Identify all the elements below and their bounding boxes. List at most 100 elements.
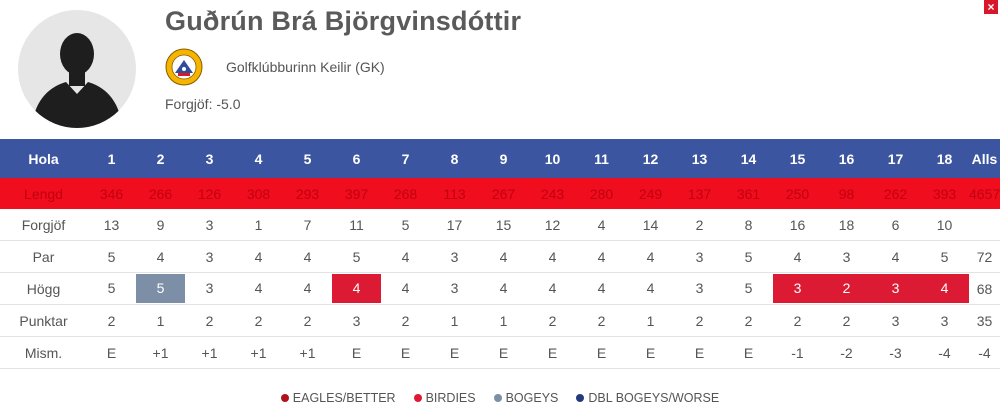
score-value: 2 — [822, 274, 871, 303]
score-cell-hole-4: 4 — [234, 272, 283, 305]
row-label: Mism. — [0, 336, 87, 369]
punktar-cell-hole-6: 3 — [332, 304, 381, 337]
lengd-cell-hole-13: 137 — [675, 178, 724, 209]
hogg-total: 68 — [969, 272, 1000, 305]
par-cell-hole-13: 3 — [675, 240, 724, 273]
legend-item: BOGEYS — [493, 391, 559, 405]
legend-label: BIRDIES — [425, 391, 476, 405]
score-cell-hole-8: 3 — [430, 272, 479, 305]
hole-number-13: 13 — [675, 139, 724, 178]
forgjof-cell-hole-12: 14 — [626, 209, 675, 241]
lengd-cell-hole-16: 98 — [822, 178, 871, 209]
row-label: Forgjöf — [0, 209, 87, 241]
mism-cell-hole-12: E — [626, 336, 675, 369]
score-cell-hole-17: 3 — [871, 272, 920, 305]
punktar-cell-hole-5: 2 — [283, 304, 332, 337]
forgjof-cell-hole-16: 18 — [822, 209, 871, 241]
forgjof-cell-hole-10: 12 — [528, 209, 577, 241]
par-cell-hole-7: 4 — [381, 240, 430, 273]
score-value: 5 — [744, 280, 753, 296]
punktar-cell-hole-14: 2 — [724, 304, 773, 337]
score-cell-hole-13: 3 — [675, 272, 724, 305]
par-cell-hole-9: 4 — [479, 240, 528, 273]
mism-cell-hole-5: +1 — [283, 336, 332, 369]
lengd-cell-hole-9: 267 — [479, 178, 528, 209]
punktar-cell-hole-7: 2 — [381, 304, 430, 337]
scorecard-header-row: Hola 1 2 3 4 5 6 7 8 9 10 11 12 13 14 15 16 17 18 Alls — [0, 139, 1000, 178]
score-value: 4 — [254, 280, 263, 296]
hole-number-12: 12 — [626, 139, 675, 178]
hole-number-6: 6 — [332, 139, 381, 178]
legend-label: DBL BOGEYS/WORSE — [588, 391, 720, 405]
lengd-cell-hole-12: 249 — [626, 178, 675, 209]
mism-cell-hole-3: +1 — [185, 336, 234, 369]
score-cell-hole-10: 4 — [528, 272, 577, 305]
lengd-cell-hole-3: 126 — [185, 178, 234, 209]
row-punktar: Punktar 2 1 2 2 2 3 2 1 1 2 2 1 2 2 2 2 3 3 35 — [0, 304, 1000, 337]
lengd-cell-hole-8: 113 — [430, 178, 479, 209]
score-cell-hole-3: 3 — [185, 272, 234, 305]
forgjof-cell-hole-2: 9 — [136, 209, 185, 241]
punktar-cell-hole-4: 2 — [234, 304, 283, 337]
hole-number-18: 18 — [920, 139, 969, 178]
mism-cell-hole-4: +1 — [234, 336, 283, 369]
mism-cell-hole-13: E — [675, 336, 724, 369]
punktar-cell-hole-1: 2 — [87, 304, 136, 337]
forgjof-cell-hole-1: 13 — [87, 209, 136, 241]
mism-cell-hole-1: E — [87, 336, 136, 369]
close-button[interactable]: × — [984, 0, 998, 14]
legend-label: BOGEYS — [505, 391, 559, 405]
par-cell-hole-6: 5 — [332, 240, 381, 273]
mism-cell-hole-9: E — [479, 336, 528, 369]
score-cell-hole-6: 4 — [332, 272, 381, 305]
forgjof-cell-hole-14: 8 — [724, 209, 773, 241]
score-value: 3 — [773, 274, 822, 303]
header-label: Hola — [0, 139, 87, 178]
punktar-cell-hole-10: 2 — [528, 304, 577, 337]
row-label: Lengd — [0, 178, 87, 209]
score-value: 5 — [107, 280, 116, 296]
lengd-cell-hole-1: 346 — [87, 178, 136, 209]
player-name: Guðrún Brá Björgvinsdóttir — [165, 6, 522, 36]
hole-number-7: 7 — [381, 139, 430, 178]
lengd-cell-hole-18: 393 — [920, 178, 969, 209]
punktar-cell-hole-13: 2 — [675, 304, 724, 337]
punktar-cell-hole-8: 1 — [430, 304, 479, 337]
hole-number-11: 11 — [577, 139, 626, 178]
score-cell-hole-11: 4 — [577, 272, 626, 305]
mism-cell-hole-10: E — [528, 336, 577, 369]
punktar-cell-hole-15: 2 — [773, 304, 822, 337]
hole-number-9: 9 — [479, 139, 528, 178]
hole-number-15: 15 — [773, 139, 822, 178]
score-cell-hole-2: 5 — [136, 272, 185, 305]
punktar-cell-hole-17: 3 — [871, 304, 920, 337]
hole-number-5: 5 — [283, 139, 332, 178]
hole-number-3: 3 — [185, 139, 234, 178]
legend-dot-icon — [413, 394, 422, 402]
score-cell-hole-14: 5 — [724, 272, 773, 305]
row-label: Högg — [0, 272, 87, 305]
lengd-cell-hole-5: 293 — [283, 178, 332, 209]
row-mism: Mism. E +1 +1 +1 +1 E E E E E E E E E -1 -2 -3 -4 -4 — [0, 336, 1000, 369]
score-value: 4 — [920, 274, 969, 303]
mism-cell-hole-8: E — [430, 336, 479, 369]
forgjof-cell-hole-4: 1 — [234, 209, 283, 241]
par-cell-hole-11: 4 — [577, 240, 626, 273]
person-silhouette-icon — [32, 33, 122, 128]
par-cell-hole-16: 3 — [822, 240, 871, 273]
score-cell-hole-5: 4 — [283, 272, 332, 305]
row-par: Par 5 4 3 4 4 5 4 3 4 4 4 4 3 5 4 3 4 5 72 — [0, 240, 1000, 273]
forgjof-cell-hole-3: 3 — [185, 209, 234, 241]
par-cell-hole-4: 4 — [234, 240, 283, 273]
punktar-cell-hole-3: 2 — [185, 304, 234, 337]
club-name: Golfklúbburinn Keilir (GK) — [226, 59, 385, 75]
score-legend: EAGLES/BETTER BIRDIES BOGEYS DBL BOGEYS/WOR… — [0, 391, 1000, 405]
par-cell-hole-17: 4 — [871, 240, 920, 273]
score-value: 3 — [450, 280, 459, 296]
forgjof-cell-hole-9: 15 — [479, 209, 528, 241]
lengd-total: 4657 — [969, 178, 1000, 209]
club-logo-icon — [165, 48, 203, 86]
score-value: 4 — [332, 274, 381, 303]
lengd-cell-hole-10: 243 — [528, 178, 577, 209]
player-handicap: Forgjöf: -5.0 — [165, 96, 241, 112]
